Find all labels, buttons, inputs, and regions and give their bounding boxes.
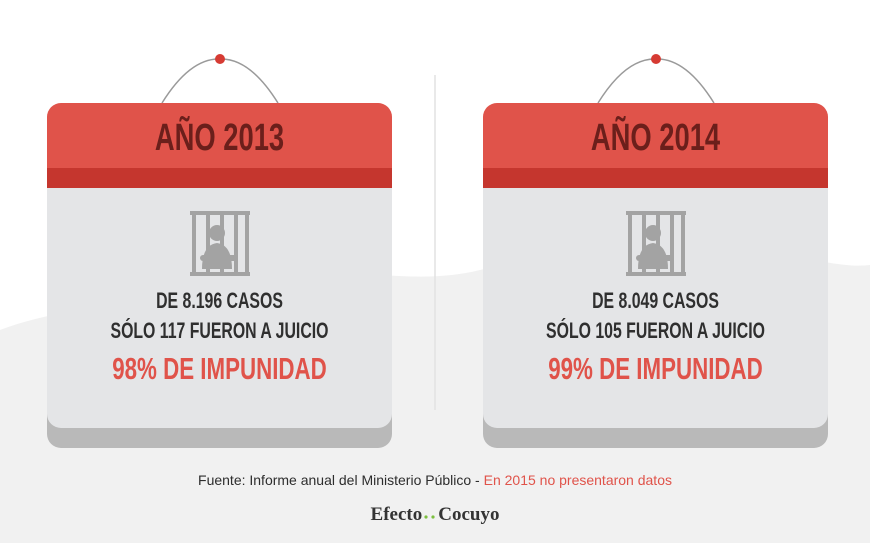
card-title: AÑO 2013 [154,117,285,159]
cases-text: DE 8.196 CASOS [156,288,283,313]
impunity-text: 98% DE IMPUNIDAD [112,351,327,386]
jail-icon [626,211,686,276]
logo-dots [424,515,435,519]
footer: Fuente: Informe anual del Ministerio Púb… [0,472,870,488]
source-text: Fuente: Informe anual del Ministerio Púb… [198,472,484,488]
jail-icon [190,211,250,276]
card: AÑO 2013 DE 8.196 CASOS SÓLO 117 FUERON … [47,103,392,448]
cases-text: DE 8.049 CASOS [592,288,719,313]
logo: Efecto Cocuyo [0,504,870,526]
logo-right: Cocuyo [438,504,500,525]
impunity-text: 99% DE IMPUNIDAD [548,351,763,386]
trial-text: SÓLO 105 FUERON A JUICIO [546,318,765,343]
card-title: AÑO 2014 [590,117,721,159]
note-text: En 2015 no presentaron datos [483,472,672,488]
card: AÑO 2014 DE 8.049 CASOS SÓLO 105 FUERON … [483,103,828,448]
logo-left: Efecto [370,504,423,525]
trial-text: SÓLO 117 FUERON A JUICIO [110,318,329,343]
